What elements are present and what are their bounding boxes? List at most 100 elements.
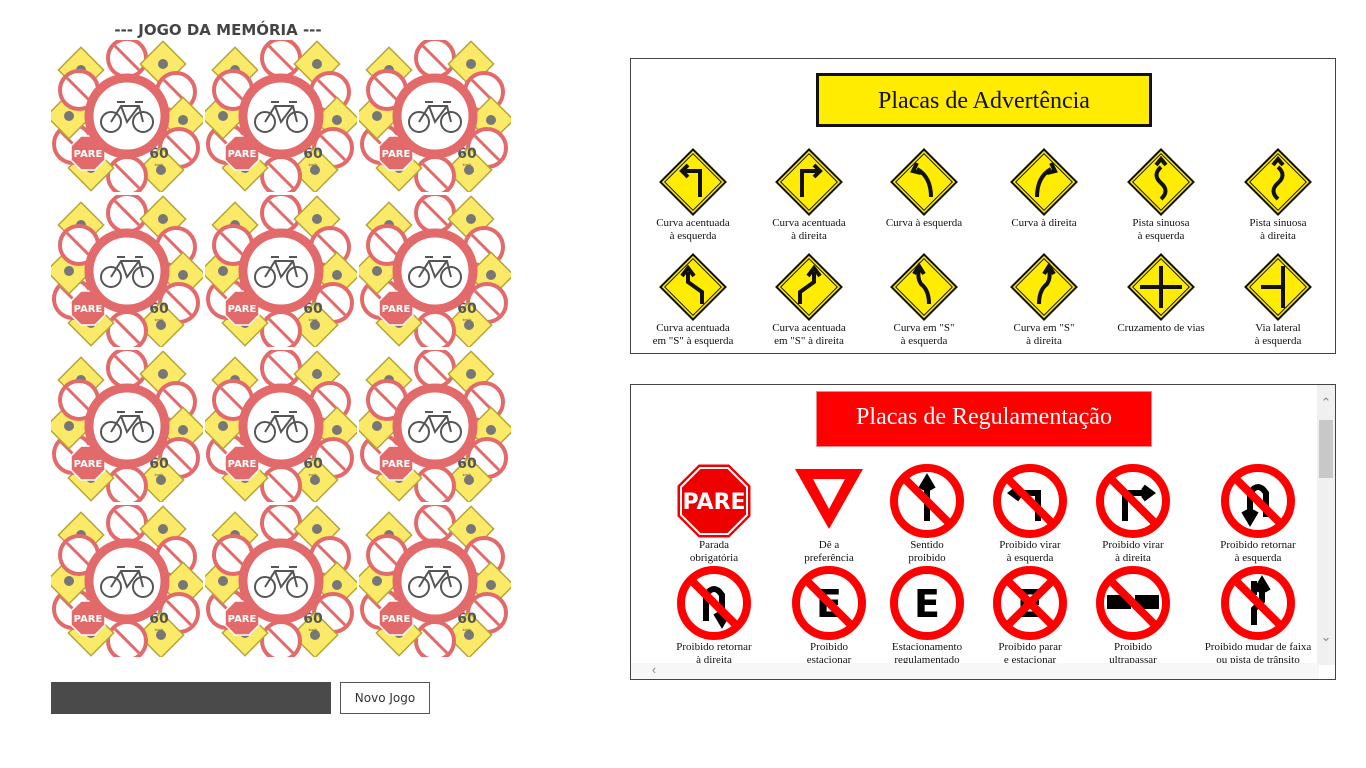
- vertical-scrollbar[interactable]: ⌃ ⌄: [1317, 385, 1335, 665]
- side-road-left-icon: [1213, 252, 1335, 322]
- svg-text:PARE: PARE: [682, 490, 745, 515]
- no-left-icon: [965, 463, 1095, 539]
- no-right-icon: [1068, 463, 1198, 539]
- sign-label: Curva acentuada à direita: [772, 217, 846, 242]
- memory-card[interactable]: PARE 60 km/h: [45, 347, 207, 507]
- yield-icon: [764, 463, 894, 539]
- sign-label: Sentido proibido: [908, 539, 946, 564]
- regulation-signs-panel[interactable]: Placas de Regulamentação PARE Parada obri…: [630, 384, 1336, 680]
- s-left-icon: [859, 252, 989, 322]
- sign-label: Curva acentuada em "S" à direita: [772, 322, 846, 347]
- winding-left-icon: [1096, 147, 1226, 217]
- warning-signs-panel: Placas de Advertência Curva acentuada à …: [630, 58, 1336, 354]
- sign-no-overtaking: Proibido ultrapassar: [1068, 565, 1198, 667]
- curve-right-icon: [979, 147, 1109, 217]
- s-sharp-right-icon: [744, 252, 874, 322]
- stop-icon: PARE: [649, 463, 779, 539]
- sign-yield: Dê a preferência: [764, 463, 894, 565]
- memory-card[interactable]: PARE 60 km/h: [353, 192, 515, 352]
- new-game-button[interactable]: Novo Jogo: [340, 682, 430, 714]
- sign-no-straight: Sentido proibido: [862, 463, 992, 565]
- sign-label: Curva à esquerda: [885, 217, 963, 229]
- memory-card[interactable]: PARE 60 km/h: [353, 502, 515, 662]
- memory-card[interactable]: PARE 60 km/h: [199, 192, 361, 352]
- memory-card[interactable]: PARE 60 km/h: [45, 37, 207, 197]
- svg-text:km/h: km/h: [463, 317, 472, 322]
- svg-text:km/h: km/h: [463, 472, 472, 477]
- svg-text:60: 60: [457, 456, 477, 472]
- svg-text:PARE: PARE: [74, 149, 103, 160]
- svg-text:PARE: PARE: [382, 459, 411, 470]
- sign-side-road-left: Via lateral à esquerda: [1213, 252, 1335, 348]
- sign-sharp-left: Curva acentuada à esquerda: [631, 147, 758, 243]
- svg-text:60: 60: [149, 611, 169, 627]
- svg-text:PARE: PARE: [228, 304, 257, 315]
- sign-label: Dê a preferência: [804, 539, 854, 564]
- svg-text:km/h: km/h: [155, 162, 164, 167]
- sign-label: Cruzamento de vias: [1117, 322, 1205, 334]
- sign-no-right: Proibido virar à direita: [1068, 463, 1198, 565]
- sign-label: Curva em "S" à direita: [1013, 322, 1075, 347]
- sign-label: Pista sinuosa à direita: [1249, 217, 1307, 242]
- scrollbar-thumb[interactable]: [1319, 420, 1333, 478]
- sign-parking: E Estacionamento regulamentado: [862, 565, 992, 667]
- no-uturn-right-icon: [649, 565, 779, 641]
- sign-no-uturn-left: Proibido retornar à esquerda: [1193, 463, 1323, 565]
- scroll-left-icon[interactable]: ‹: [651, 662, 657, 677]
- sign-s-sharp-right: Curva acentuada em "S" à direita: [744, 252, 874, 348]
- no-overtaking-icon: [1068, 565, 1198, 641]
- curve-left-icon: [859, 147, 989, 217]
- sign-label: Parada obrigatória: [689, 539, 739, 564]
- svg-text:km/h: km/h: [155, 472, 164, 477]
- sign-label: Via lateral à esquerda: [1254, 322, 1302, 347]
- sign-winding-left: Pista sinuosa à esquerda: [1096, 147, 1226, 243]
- memory-board: PARE 60 km/h PARE 60 km/h PARE 60 km/h PARE 60 km/h…: [45, 37, 515, 670]
- winding-right-icon: [1213, 147, 1335, 217]
- memory-card[interactable]: PARE 60 km/h: [199, 502, 361, 662]
- memory-card[interactable]: PARE 60 km/h: [199, 347, 361, 507]
- sign-s-sharp-left: Curva acentuada em "S" à esquerda: [631, 252, 758, 348]
- sign-s-right: Curva em "S" à direita: [979, 252, 1109, 348]
- sign-s-left: Curva em "S" à esquerda: [859, 252, 989, 348]
- sign-label: Curva acentuada à esquerda: [656, 217, 730, 242]
- sign-label: Pista sinuosa à esquerda: [1132, 217, 1190, 242]
- sign-label: Proibido virar à esquerda: [999, 539, 1061, 564]
- horizontal-scrollbar[interactable]: ‹: [631, 662, 1319, 679]
- sign-label: Curva em "S" à esquerda: [893, 322, 955, 347]
- sign-label: Proibido virar à direita: [1102, 539, 1164, 564]
- svg-text:km/h: km/h: [309, 627, 318, 632]
- scroll-down-icon[interactable]: ⌄: [1320, 629, 1332, 644]
- svg-text:60: 60: [303, 301, 323, 317]
- sign-crossroads: Cruzamento de vias: [1096, 252, 1226, 335]
- sign-label: Curva à direita: [1011, 217, 1077, 229]
- memory-card[interactable]: PARE 60 km/h: [45, 502, 207, 662]
- scroll-up-icon[interactable]: ⌃: [1320, 395, 1332, 410]
- s-sharp-left-icon: [631, 252, 758, 322]
- status-bar: [51, 682, 331, 714]
- sign-curve-right: Curva à direita: [979, 147, 1109, 230]
- svg-text:km/h: km/h: [309, 162, 318, 167]
- memory-card[interactable]: PARE 60 km/h: [353, 347, 515, 507]
- svg-text:km/h: km/h: [155, 627, 164, 632]
- no-stopping-icon: E: [965, 565, 1095, 641]
- svg-text:km/h: km/h: [155, 317, 164, 322]
- svg-text:PARE: PARE: [382, 149, 411, 160]
- svg-text:km/h: km/h: [463, 162, 472, 167]
- parking-icon: E: [862, 565, 992, 641]
- sign-label: Curva acentuada em "S" à esquerda: [652, 322, 734, 347]
- memory-card[interactable]: PARE 60 km/h: [45, 192, 207, 352]
- svg-text:60: 60: [303, 456, 323, 472]
- no-lane-change-icon: [1193, 565, 1323, 641]
- memory-card[interactable]: PARE 60 km/h: [199, 37, 361, 197]
- svg-text:PARE: PARE: [382, 304, 411, 315]
- regulation-title: Placas de Regulamentação: [816, 391, 1152, 447]
- svg-text:60: 60: [149, 456, 169, 472]
- memory-card[interactable]: PARE 60 km/h: [353, 37, 515, 197]
- sign-no-parking: EProibido estacionar: [764, 565, 894, 667]
- svg-text:60: 60: [303, 146, 323, 162]
- sign-curve-left: Curva à esquerda: [859, 147, 989, 230]
- svg-text:PARE: PARE: [228, 614, 257, 625]
- sharp-right-icon: [744, 147, 874, 217]
- sign-label: Proibido retornar à esquerda: [1220, 539, 1296, 564]
- sign-no-left: Proibido virar à esquerda: [965, 463, 1095, 565]
